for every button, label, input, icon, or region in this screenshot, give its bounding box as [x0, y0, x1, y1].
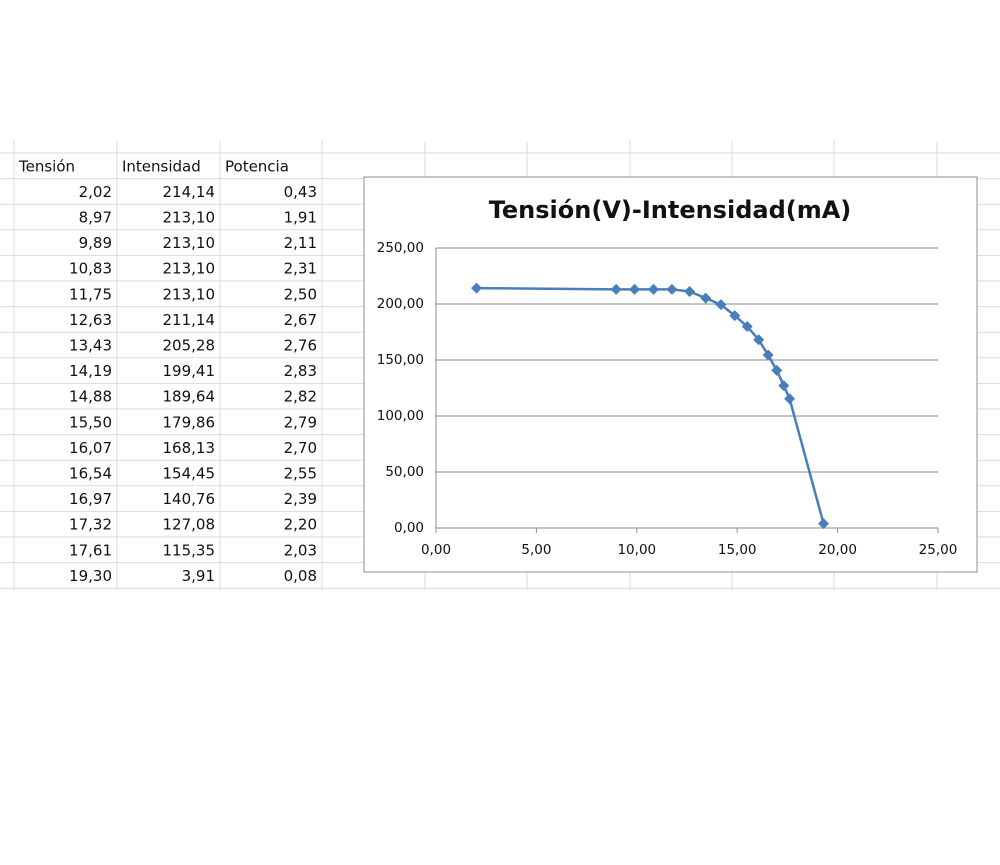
data-cell: 2,20: [284, 516, 317, 534]
x-tick-label: 20,00: [818, 542, 857, 558]
data-point: [471, 282, 483, 294]
data-point: [729, 310, 741, 322]
data-cell: 13,43: [69, 337, 112, 355]
data-point: [753, 334, 765, 346]
data-point: [700, 292, 712, 304]
data-cell: 16,97: [69, 490, 112, 508]
data-cell: 2,83: [284, 362, 317, 380]
x-tick-label: 15,00: [718, 542, 757, 558]
y-tick-label: 150,00: [377, 352, 424, 368]
data-cell: 2,39: [284, 490, 317, 508]
data-point: [784, 393, 796, 405]
data-point: [666, 283, 678, 295]
data-cell: 0,08: [284, 567, 317, 585]
data-cell: 2,76: [284, 337, 317, 355]
chart-title: Tensión(V)-Intensidad(mA): [489, 196, 852, 224]
data-cell: 2,70: [284, 439, 317, 457]
data-cell: 17,32: [69, 516, 112, 534]
x-tick-label: 25,00: [919, 542, 958, 558]
data-point: [762, 349, 774, 361]
data-point: [629, 283, 641, 295]
data-cell: 213,10: [163, 209, 216, 227]
data-cell: 127,08: [163, 516, 216, 534]
y-tick-label: 0,00: [394, 520, 424, 536]
header-cell: Potencia: [225, 157, 289, 175]
header-cell: Tensión: [18, 157, 75, 175]
y-tick-label: 250,00: [377, 240, 424, 256]
data-line: [476, 286, 825, 524]
data-cell: 16,54: [69, 465, 112, 483]
y-tick-label: 200,00: [377, 296, 424, 312]
data-point: [771, 364, 783, 376]
data-cell: 2,11: [284, 234, 317, 252]
chart-frame: [363, 176, 978, 573]
chart: Tensión(V)-Intensidad(mA) 0,00 50,00 100,0…: [377, 196, 958, 558]
data-cell: 154,45: [163, 465, 216, 483]
data-cell: 9,89: [79, 234, 112, 252]
data-point: [818, 518, 830, 530]
data-cell: 2,50: [284, 285, 317, 303]
data-cell: 2,02: [79, 183, 112, 201]
data-cell: 14,19: [69, 362, 112, 380]
data-cell: 10,83: [69, 260, 112, 278]
y-tick-label: 100,00: [377, 408, 424, 424]
data-point: [715, 299, 727, 311]
data-cell: 2,31: [284, 260, 317, 278]
data-cell: 12,63: [69, 311, 112, 329]
data-cell: 8,97: [79, 209, 112, 227]
data-cell: 14,88: [69, 388, 112, 406]
data-cell: 3,91: [182, 567, 215, 585]
data-cell: 168,13: [163, 439, 216, 457]
data-point: [610, 283, 622, 295]
data-cell: 2,55: [284, 465, 317, 483]
header-cell: Intensidad: [122, 157, 201, 175]
x-tick-label: 10,00: [617, 542, 656, 558]
data-cell: 17,61: [69, 541, 112, 559]
data-cell: 213,10: [163, 234, 216, 252]
data-cell: 19,30: [69, 567, 112, 585]
sheet-cells: Tensión Intensidad Potencia 2,02 214,14 0,43 8…: [18, 157, 317, 585]
x-tick-label: 0,00: [421, 542, 451, 558]
data-cell: 199,41: [163, 362, 216, 380]
data-cell: 2,82: [284, 388, 317, 406]
data-cell: 2,03: [284, 541, 317, 559]
data-cell: 205,28: [163, 337, 216, 355]
data-cell: 140,76: [163, 490, 216, 508]
data-cell: 214,14: [163, 183, 216, 201]
data-cell: 11,75: [69, 285, 112, 303]
data-cell: 0,43: [284, 183, 317, 201]
data-cell: 16,07: [69, 439, 112, 457]
data-cell: 213,10: [163, 260, 216, 278]
data-cell: 115,35: [163, 541, 216, 559]
data-cell: 1,91: [284, 209, 317, 227]
data-cell: 179,86: [163, 413, 216, 431]
data-cell: 15,50: [69, 413, 112, 431]
data-cell: 211,14: [163, 311, 216, 329]
data-cell: 2,67: [284, 311, 317, 329]
data-point: [778, 380, 790, 392]
data-point: [741, 321, 753, 333]
y-tick-label: 50,00: [385, 464, 424, 480]
data-point: [647, 283, 659, 295]
data-cell: 189,64: [163, 388, 216, 406]
data-point: [684, 286, 696, 298]
data-cell: 2,79: [284, 413, 317, 431]
x-tick-label: 5,00: [521, 542, 551, 558]
data-cell: 213,10: [163, 285, 216, 303]
